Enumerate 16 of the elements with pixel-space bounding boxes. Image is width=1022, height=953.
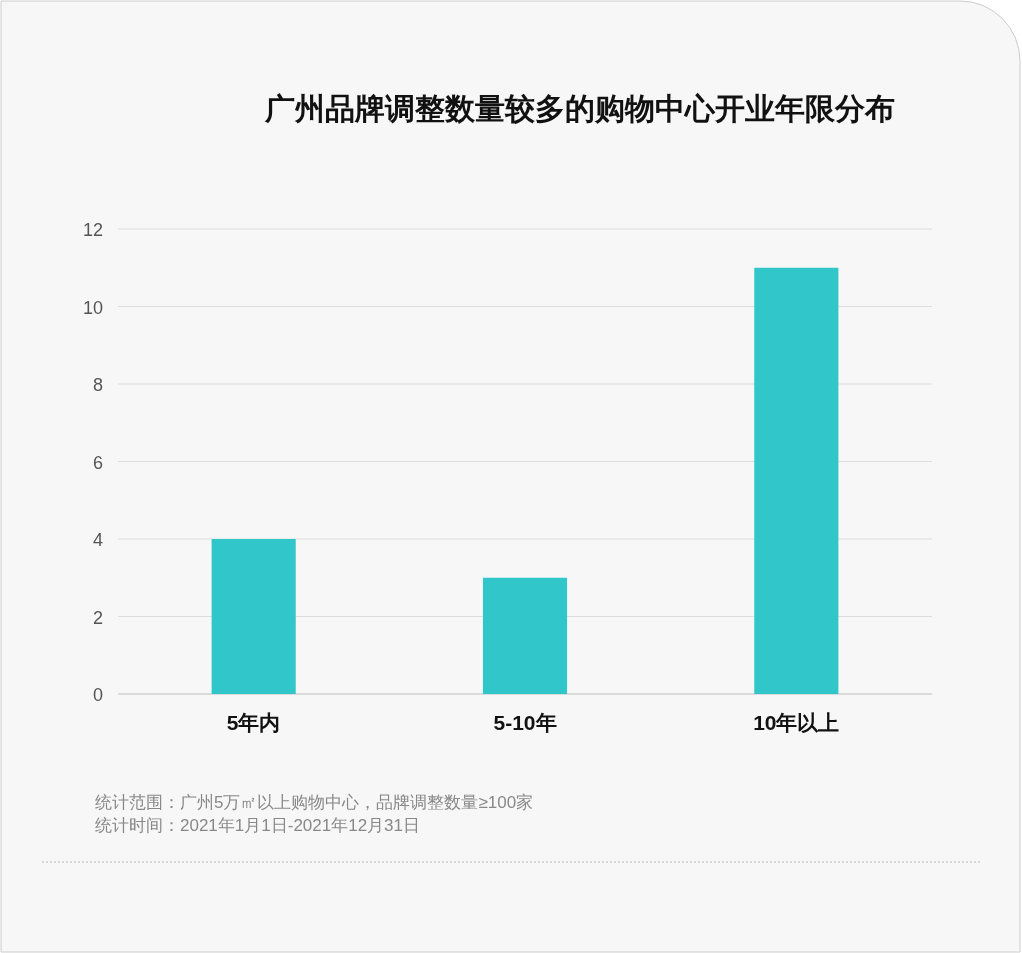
y-tick-label: 6 (92, 452, 103, 473)
text: 统计范围：广州5万㎡以上购物中心，品牌调整数量≥100家 (95, 793, 534, 812)
x-tick-label: 10年以上 (753, 711, 840, 734)
y-tick-label: 12 (82, 220, 103, 240)
text: 统计时间：2021年1月1日-2021年12月31日 (95, 816, 421, 835)
x-tick-label: 5-10年 (493, 711, 557, 734)
bar (482, 577, 568, 694)
bar (754, 267, 839, 694)
y-tick-label: 0 (92, 685, 103, 705)
y-tick-label: 8 (92, 375, 103, 395)
chart-title: 广州品牌调整数量较多的购物中心开业年限分布 (264, 92, 895, 125)
y-tick-label: 2 (92, 607, 103, 628)
y-tick-label: 10 (82, 297, 103, 318)
bar (211, 539, 296, 694)
y-tick-label: 4 (92, 530, 103, 550)
x-tick-label: 5年内 (226, 711, 281, 734)
